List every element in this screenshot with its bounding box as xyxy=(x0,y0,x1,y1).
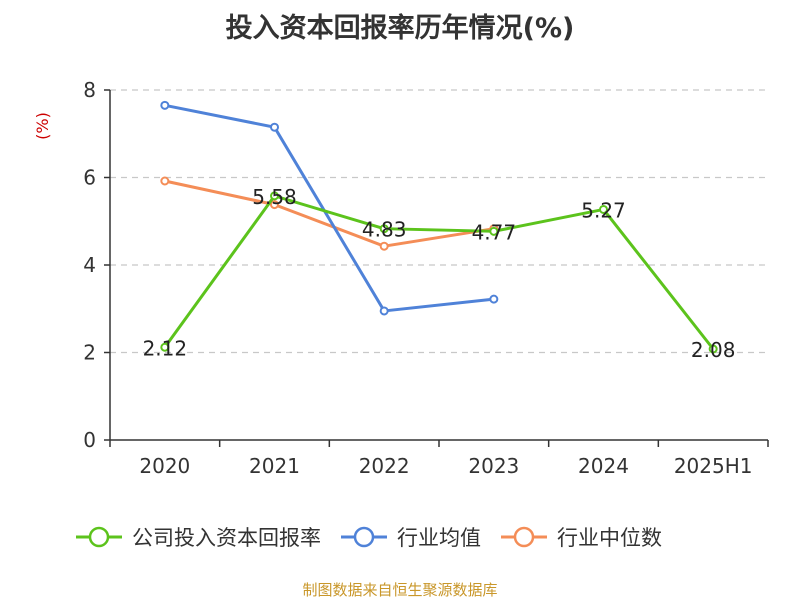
data-point xyxy=(270,200,279,210)
x-tick-label: 2022 xyxy=(359,454,410,478)
source-note: 制图数据来自恒生聚源数据库 xyxy=(302,581,498,599)
legend-marker xyxy=(88,526,110,548)
legend-label: 行业中位数 xyxy=(557,526,662,550)
data-labels: 2.12 5.58 4.83 4.77 5.27 2.08 xyxy=(143,185,736,362)
data-label: 5.27 xyxy=(581,198,626,222)
series-line xyxy=(164,179,495,248)
data-label: 5.58 xyxy=(252,185,297,209)
data-point xyxy=(489,294,499,304)
series-line xyxy=(164,103,494,313)
series-line xyxy=(163,194,715,350)
data-point xyxy=(379,224,389,234)
data-point xyxy=(270,122,279,132)
legend-marker xyxy=(353,526,375,548)
data-point xyxy=(160,176,170,186)
legend-label: 行业均值 xyxy=(397,526,481,550)
data-label: 4.77 xyxy=(472,220,517,244)
data-point xyxy=(270,191,279,201)
x-tick-label: 2025H1 xyxy=(674,454,753,478)
gridlines xyxy=(110,89,768,354)
x-tick-label: 2023 xyxy=(468,454,519,478)
data-label: 2.08 xyxy=(691,338,736,362)
y-tick-label: 6 xyxy=(83,166,96,190)
chart-title: 投入资本回报率历年情况(%) xyxy=(225,13,575,44)
data-point xyxy=(599,204,608,214)
x-tick-label: 2021 xyxy=(249,454,300,478)
legend: 公司投入资本回报率 行业均值 行业中位数 xyxy=(76,526,662,550)
data-point xyxy=(160,100,170,110)
legend-label: 公司投入资本回报率 xyxy=(132,526,321,550)
data-point xyxy=(708,344,718,354)
data-point xyxy=(379,306,389,316)
y-tick-label: 2 xyxy=(83,341,96,365)
data-point xyxy=(379,241,389,251)
y-tick-label: 8 xyxy=(83,78,96,102)
data-point xyxy=(160,342,170,352)
y-tick-label: 0 xyxy=(83,428,96,452)
data-point xyxy=(489,226,499,236)
data-label: 2.12 xyxy=(143,336,188,360)
series-lines xyxy=(160,100,718,354)
axes: 0 2 4 6 8 (%) 2020 2021 2022 2023 2024 2025H1 xyxy=(33,78,769,478)
y-axis-unit: (%) xyxy=(33,112,52,140)
x-tick-label: 2024 xyxy=(578,454,629,478)
x-tick-label: 2020 xyxy=(139,454,190,478)
y-tick-label: 4 xyxy=(83,253,96,277)
data-label: 4.83 xyxy=(362,218,407,242)
legend-marker xyxy=(513,526,535,548)
